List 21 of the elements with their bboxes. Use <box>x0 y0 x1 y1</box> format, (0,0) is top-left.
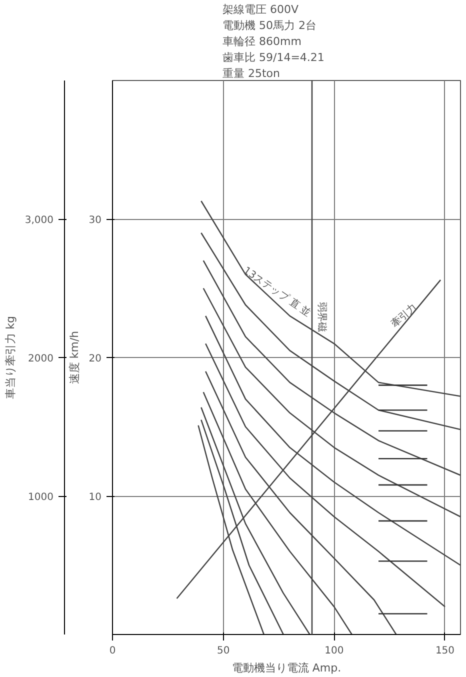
x-tick-label: 150 <box>435 646 455 656</box>
y2-tick-label: 3,000 <box>24 215 54 226</box>
x-tick-label: 0 <box>109 646 116 656</box>
text: 電動機 50馬力 2台 <box>222 19 316 32</box>
y2-axis-title: 車当り牽引力 kg <box>4 316 17 399</box>
y-tick-label: 30 <box>88 215 102 226</box>
x-tick-label: 50 <box>216 646 230 656</box>
text: 歯車比 59/14=4.21 <box>222 51 324 64</box>
x-tick-label: 100 <box>324 646 344 656</box>
y-tick-label: 10 <box>88 492 102 503</box>
text: 重量 25ton <box>222 67 280 80</box>
text: 車輪径 860mm <box>222 35 302 48</box>
annotation: 13ステップ 直 並 <box>241 264 314 320</box>
y2-tick-label: 2000 <box>28 354 54 364</box>
annotation: 牽引力 <box>388 301 420 330</box>
y2-tick-label: 1000 <box>28 492 54 503</box>
ref-line-label: 弱界磁 <box>316 302 328 332</box>
y-axis-title: 速度 km/h <box>68 330 81 384</box>
x-axis-title: 電動機当り電流 Amp. <box>232 662 342 674</box>
text: 架線電圧 600V <box>222 3 299 16</box>
y-tick-label: 20 <box>88 354 102 364</box>
